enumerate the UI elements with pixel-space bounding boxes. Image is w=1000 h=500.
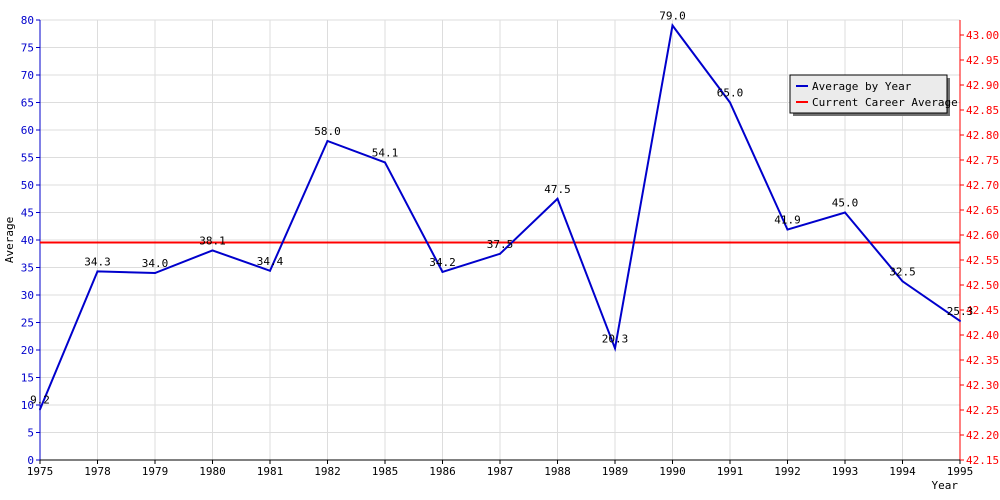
right-y-ticks: 42.15 42.20 42.25 42.30 42.35 42.40 42.45 42.50… [960,29,999,467]
y-tick-label: 10 [21,399,34,412]
data-point [96,270,99,273]
x-tick-label: 1993 [832,465,859,478]
data-point [786,228,789,231]
data-point [39,408,41,411]
data-label: 45.0 [832,197,859,210]
x-axis-label: Year [932,479,959,492]
x-tick-label: 1986 [429,465,456,478]
y2-tick-label: 42.50 [966,279,999,292]
data-point [844,211,846,214]
y-tick-label: 30 [21,289,34,302]
data-point [959,319,961,322]
y2-tick-label: 42.20 [966,429,999,442]
y-tick-label: 75 [21,42,34,55]
data-labels: 9.2 34.3 34.0 38.1 34.4 58.0 54.1 34.2 37.5 47.5 2… [30,10,973,407]
data-label: 9.2 [30,393,50,406]
data-point [499,252,501,255]
data-point [671,24,674,27]
x-ticks: 1975 1978 1979 1980 1981 1982 1985 1986 1987 1988… [27,460,974,478]
y2-tick-label: 42.65 [966,204,999,217]
data-label: 65.0 [717,87,744,100]
y-tick-label: 20 [21,344,34,357]
x-tick-label: 1989 [602,465,629,478]
y2-tick-label: 42.95 [966,54,999,67]
y-tick-label: 5 [27,427,34,440]
data-label: 34.0 [142,257,169,270]
data-label: 20.3 [602,332,629,345]
data-point [441,270,444,273]
data-label: 37.5 [487,238,514,251]
x-tick-label: 1994 [889,465,916,478]
legend-label-average-by-year: Average by Year [812,80,912,93]
y2-tick-label: 42.25 [966,404,999,417]
data-label: 79.0 [659,10,686,23]
data-label: 34.3 [84,255,111,268]
y2-tick-label: 42.90 [966,79,999,92]
data-point [211,249,214,252]
x-tick-label: 1990 [659,465,686,478]
y-tick-label: 25 [21,317,34,330]
data-point [326,140,329,142]
legend: Average by Year Current Career Average [789,74,958,116]
y-tick-label: 55 [21,152,34,165]
data-point [154,272,156,274]
data-point [614,347,616,350]
average-by-year-series [39,23,961,411]
data-label: 47.5 [544,183,571,196]
data-label: 38.1 [199,234,226,247]
gridlines [40,19,960,460]
y-axis-label: Average [3,217,16,263]
data-point [556,197,559,200]
y2-tick-label: 42.30 [966,379,999,392]
data-label: 41.9 [774,214,801,227]
y-tick-label: 65 [21,97,34,110]
y-tick-label: 45 [21,207,34,220]
y2-tick-label: 42.85 [966,104,999,117]
data-point [269,269,271,272]
y-tick-label: 70 [21,69,34,82]
x-tick-label: 1992 [774,465,801,478]
x-tick-label: 1995 [947,465,974,478]
data-label: 34.2 [429,256,456,269]
data-point [729,101,731,104]
data-label: 34.4 [257,255,284,268]
data-label: 58.0 [314,125,341,138]
y2-tick-label: 42.80 [966,129,999,142]
x-tick-label: 1975 [27,465,54,478]
y-tick-label: 15 [21,372,34,385]
y2-tick-label: 42.75 [966,154,999,167]
x-tick-label: 1978 [84,465,111,478]
y-tick-label: 80 [21,14,34,27]
x-tick-label: 1991 [717,465,744,478]
y2-tick-label: 42.45 [966,304,999,317]
data-label: 25.3 [947,305,974,318]
x-tick-label: 1981 [257,465,284,478]
x-tick-label: 1979 [142,465,169,478]
x-tick-label: 1982 [314,465,341,478]
left-y-ticks: 0 5 10 15 20 25 30 35 40 45 50 55 60 65 70 75 80 [21,14,40,467]
y-tick-label: 40 [21,234,34,247]
y2-tick-label: 43.00 [966,29,999,42]
x-tick-label: 1987 [487,465,514,478]
data-point [901,280,904,283]
legend-label-career-average: Current Career Average [812,96,958,109]
y-tick-label: 50 [21,179,34,192]
y-tick-label: 0 [27,454,34,467]
y2-tick-label: 42.55 [966,254,999,267]
data-label: 32.5 [889,265,916,278]
y2-tick-label: 42.60 [966,229,999,242]
data-point [384,161,386,164]
y2-tick-label: 42.35 [966,354,999,367]
y-tick-label: 35 [21,262,34,275]
data-label: 54.1 [372,146,399,159]
y-tick-label: 60 [21,124,34,137]
x-tick-label: 1985 [372,465,399,478]
y2-tick-label: 42.70 [966,179,999,192]
x-tick-label: 1988 [544,465,571,478]
y2-tick-label: 42.15 [966,454,999,467]
x-tick-label: 1980 [199,465,226,478]
y2-tick-label: 42.40 [966,329,999,342]
